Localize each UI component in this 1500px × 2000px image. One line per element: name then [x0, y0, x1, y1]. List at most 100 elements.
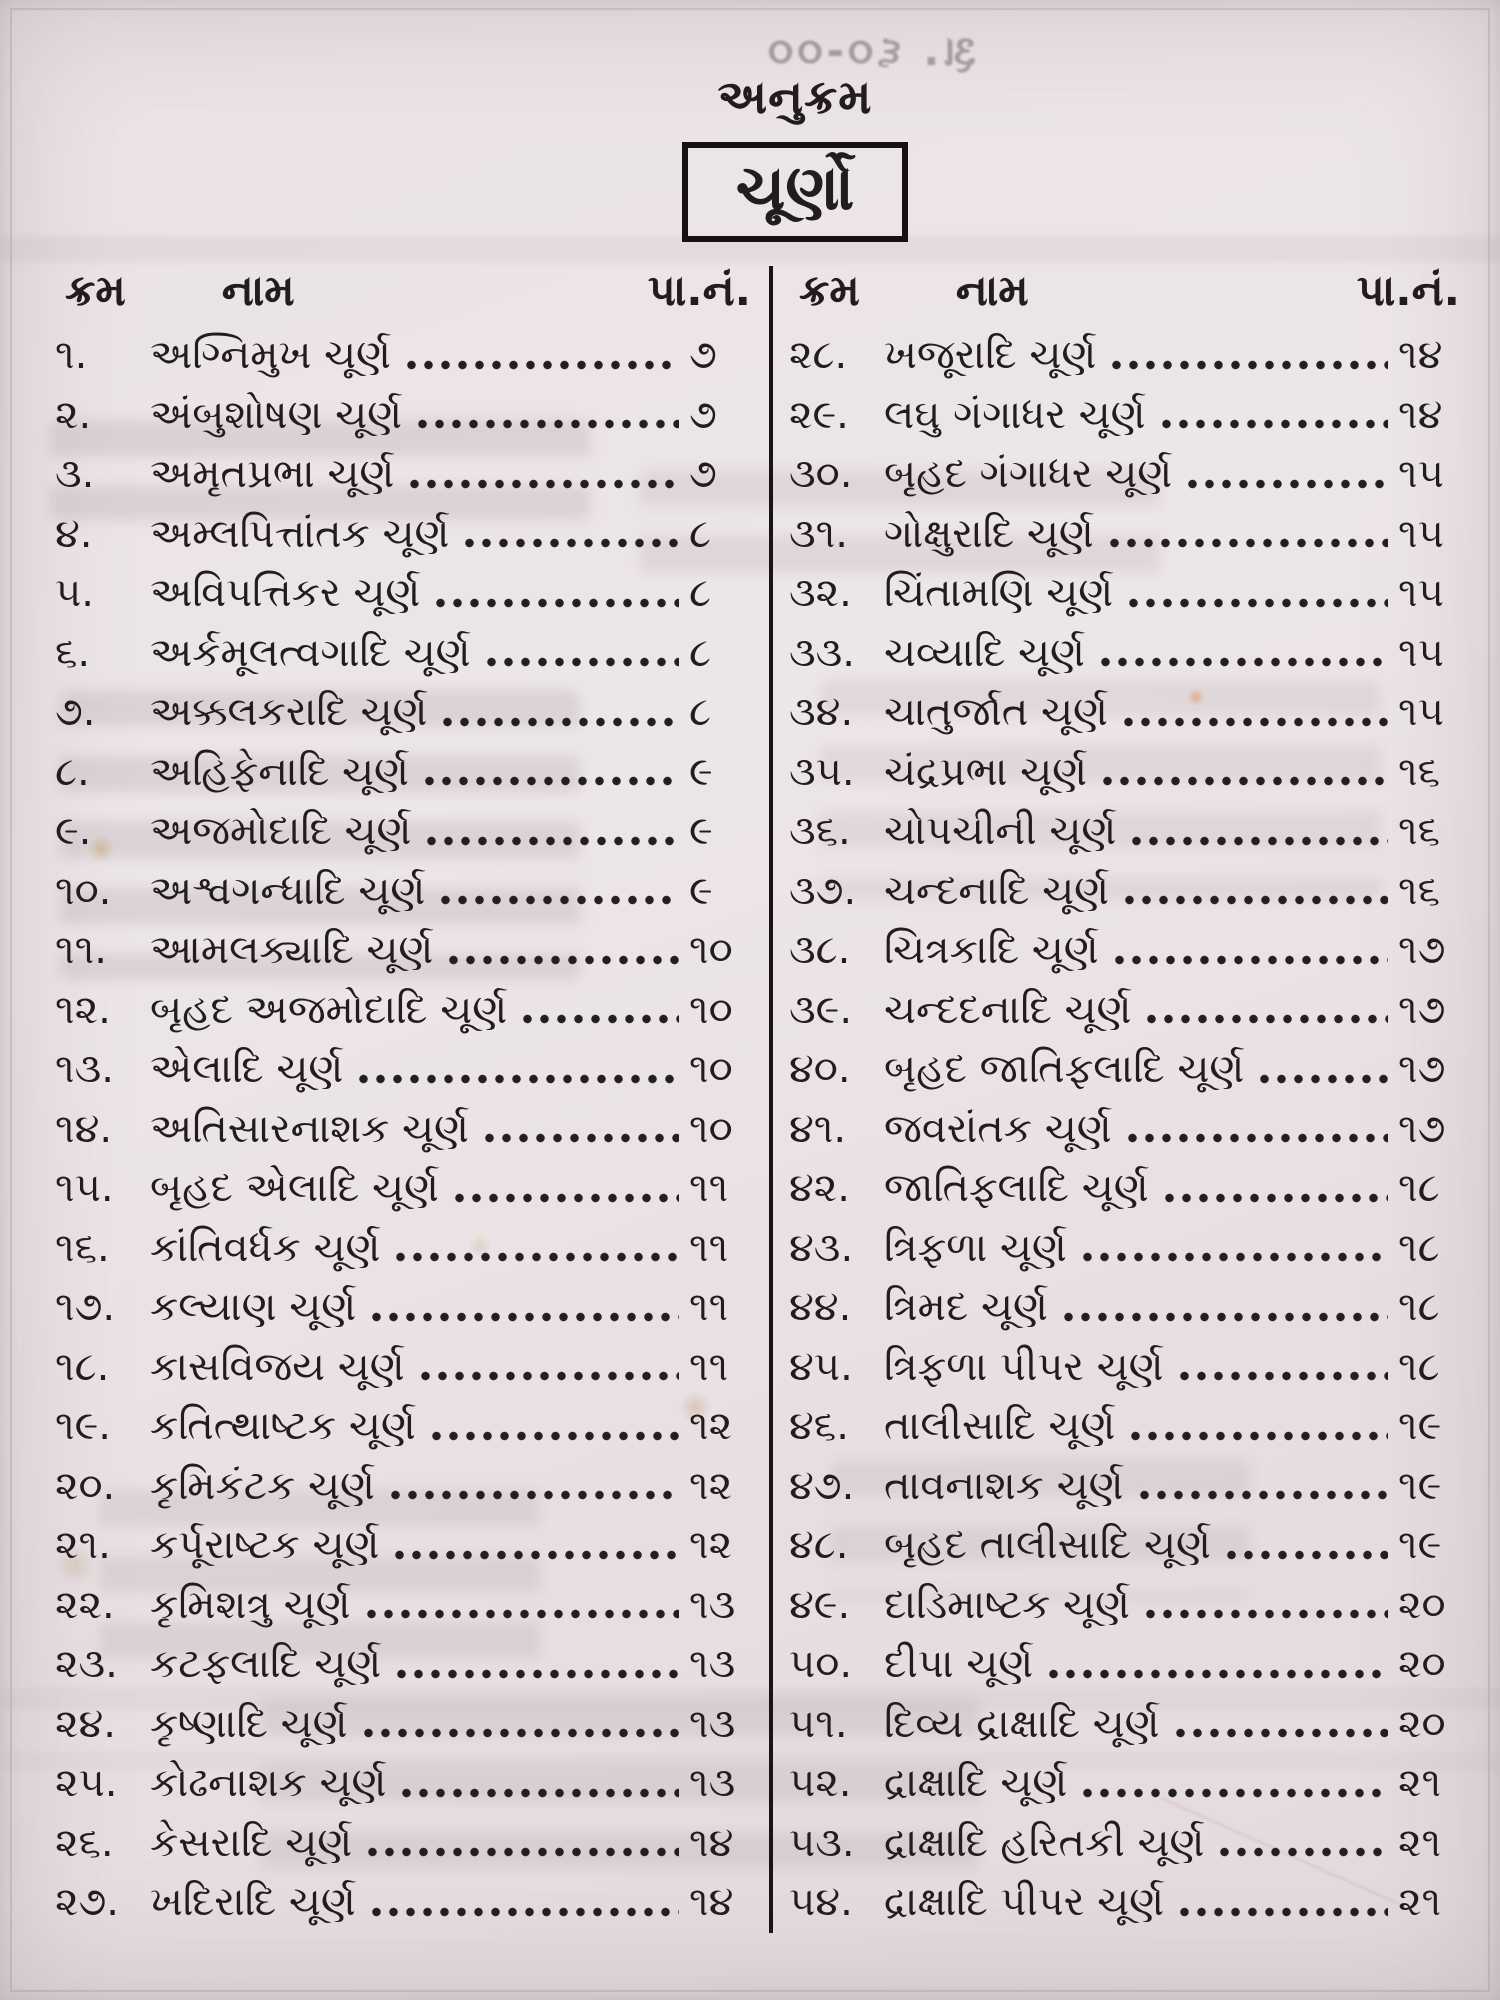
- entry-page: ૧૫: [1398, 570, 1444, 616]
- entry-name: અમૃતપ્રભા ચૂર્ણ: [150, 451, 395, 497]
- header-serial: ક્રમ: [799, 266, 860, 316]
- entry-name: બૃહદ એલાદિ ચૂર્ણ: [150, 1165, 439, 1211]
- entry-page: ૧૫: [1398, 689, 1444, 735]
- bleedthrough-price-text: રૂા. ૬૦-૦૦: [764, 26, 977, 75]
- entry-page: ૯: [689, 808, 713, 854]
- dot-leader: [1119, 715, 1388, 728]
- toc-entry: ૧૨. બૃહદ અજમોદાદિ ચૂર્ણ ૧૦: [55, 981, 755, 1041]
- entry-page: ૧૧: [689, 1165, 729, 1211]
- entry-name: ગોક્ષુરાદિ ચૂર્ણ: [884, 510, 1094, 557]
- dot-leader: [1141, 1608, 1388, 1621]
- toc-entry: ૩. અમૃતપ્રભા ચૂર્ણ ૭: [55, 445, 755, 505]
- dot-leader: [398, 1786, 679, 1799]
- toc-entry: ૨૫. કોઢનાશક ચૂર્ણ ૧૩: [55, 1754, 755, 1814]
- dot-leader: [1123, 1132, 1388, 1145]
- dot-leader: [367, 1905, 679, 1918]
- toc-entry: ૨૧. કર્પૂરાષ્ટક ચૂર્ણ ૧૨: [55, 1516, 755, 1576]
- entry-page: ૧૭: [1398, 1046, 1446, 1092]
- toc-entry: ૬. અર્કમૂલત્વગાદિ ચૂર્ણ ૮: [55, 624, 755, 684]
- dot-leader: [427, 1429, 679, 1442]
- entry-page: ૧૧: [689, 1343, 729, 1390]
- entry-number: ૨૦.: [55, 1462, 116, 1509]
- entry-number: ૩૩.: [789, 629, 855, 676]
- toc-entry: ૧૪. અતિસારનાશક ચૂર્ણ ૧૦: [55, 1100, 755, 1160]
- entry-page: ૧૧: [689, 1284, 729, 1330]
- entry-name: તાવનાશક ચૂર્ણ: [884, 1462, 1124, 1509]
- toc-entry: ૨૩. કટફલાદિ ચૂર્ણ ૧૩: [55, 1635, 755, 1695]
- dot-leader: [1160, 1191, 1388, 1204]
- entry-page: ૧૨: [689, 1522, 733, 1568]
- entry-number: ૧૮.: [55, 1343, 110, 1390]
- entry-name: અક્કલકરાદિ ચૂર્ણ: [150, 689, 428, 735]
- toc-entry: ૪૮. બૃહદ તાલીસાદિ ચૂર્ણ ૧૯: [789, 1516, 1464, 1576]
- dot-leader: [461, 537, 679, 550]
- header-page-no: પા.નં.: [1356, 266, 1460, 316]
- scan-band: [0, 1752, 1500, 1770]
- toc-entry: ૧૮. કાસવિજય ચૂર્ણ ૧૧: [55, 1338, 755, 1398]
- toc-entry: ૧૩. એલાદિ ચૂર્ણ ૧૦: [55, 1040, 755, 1100]
- dot-leader: [1157, 418, 1388, 431]
- toc-entry: ૫૧. દિવ્ય દ્રાક્ષાદિ ચૂર્ણ ૨૦: [789, 1695, 1464, 1755]
- dot-leader: [1096, 656, 1388, 669]
- entry-page: ૧૫: [1398, 629, 1444, 676]
- entry-number: ૩૮.: [789, 927, 851, 973]
- entry-page: ૧૮: [1398, 1165, 1440, 1211]
- toc-entry: ૪૫. ત્રિફળા પીપર ચૂર્ણ ૧૮: [789, 1338, 1464, 1398]
- entry-number: ૪૫.: [789, 1343, 853, 1390]
- entry-page: ૨૧: [1398, 1760, 1442, 1806]
- entry-name: કટફલાદિ ચૂર્ણ: [150, 1641, 382, 1687]
- header-name: નામ: [221, 266, 295, 316]
- toc-rows-right: ૨૮. ખજૂરાદિ ચૂર્ણ ૧૪ ૨૯. લઘુ ગંગાધર ચૂર્…: [789, 326, 1464, 1933]
- column-header: ક્રમ નામ પા.નં.: [789, 262, 1464, 326]
- entry-number: ૩૭.: [789, 867, 857, 914]
- header-page-no: પા.નં.: [647, 266, 751, 316]
- entry-name: દ્રાક્ષાદિ હરિતકી ચૂર્ણ: [884, 1819, 1205, 1866]
- entry-name: દીપા ચૂર્ણ: [884, 1641, 1034, 1687]
- entry-number: ૩૯.: [789, 986, 853, 1033]
- entry-page: ૧૯: [1398, 1462, 1442, 1509]
- entry-number: ૨૮.: [789, 332, 848, 378]
- toc-entry: ૩૨. ચિંતામણિ ચૂર્ણ ૧૫: [789, 564, 1464, 624]
- entry-number: ૩૦.: [789, 451, 853, 497]
- toc-entry: ૨૯. લઘુ ગંગાધર ચૂર્ણ ૧૪: [789, 386, 1464, 446]
- entry-page: ૮: [689, 629, 711, 676]
- dot-leader: [1125, 596, 1388, 609]
- toc-table: ક્રમ નામ પા.નં. ૧. અગ્નિમુખ ચૂર્ણ ૭ ૨. અ…: [55, 262, 1464, 1933]
- toc-entry: ૮. અહિફેનાદિ ચૂર્ણ ૯: [55, 743, 755, 803]
- entry-page: ૨૦: [1398, 1581, 1446, 1628]
- toc-entry: ૨૬. કેસરાદિ ચૂર્ણ ૧૪: [55, 1814, 755, 1874]
- dot-leader: [392, 1251, 679, 1264]
- entry-number: ૨૨.: [55, 1581, 115, 1628]
- entry-number: ૫૪.: [789, 1879, 853, 1925]
- dot-leader: [1121, 894, 1388, 907]
- dot-leader: [1176, 1905, 1388, 1918]
- entry-page: ૧૩: [689, 1700, 736, 1747]
- toc-entry: ૩૬. ચોપચીની ચૂર્ણ ૧૬: [789, 802, 1464, 862]
- entry-name: લઘુ ગંગાધર ચૂર્ણ: [884, 391, 1146, 438]
- entry-number: ૩૧.: [789, 510, 848, 557]
- entry-number: ૨૬.: [55, 1819, 114, 1866]
- column-header: ક્રમ નામ પા.નં.: [55, 262, 755, 326]
- entry-name: ત્રિફળા પીપર ચૂર્ણ: [884, 1343, 1164, 1390]
- entry-name: ચન્દદનાદિ ચૂર્ણ: [884, 986, 1132, 1033]
- entry-name: આમલક્યાદિ ચૂર્ણ: [150, 927, 434, 973]
- scan-band: [0, 1688, 1500, 1710]
- entry-page: ૮: [689, 510, 711, 557]
- toc-entry: ૪૩. ત્રિફળા ચૂર્ણ ૧૮: [789, 1219, 1464, 1279]
- entry-name: દિવ્ય દ્રાક્ષાદિ ચૂર્ણ: [884, 1700, 1160, 1747]
- entry-name: તાલીસાદિ ચૂર્ણ: [884, 1403, 1116, 1449]
- entry-name: કૃષ્ણાદિ ચૂર્ણ: [150, 1700, 348, 1747]
- entry-page: ૧૨: [689, 1403, 733, 1449]
- dot-leader: [1171, 1727, 1388, 1740]
- toc-entry: ૧૬. કાંતિવર્ધક ચૂર્ણ ૧૧: [55, 1219, 755, 1279]
- dot-leader: [519, 1013, 679, 1026]
- entry-name: અજમોદાદિ ચૂર્ણ: [150, 808, 412, 854]
- entry-page: ૭: [689, 451, 717, 497]
- entry-name: અંબુશોષણ ચૂર્ણ: [150, 391, 402, 438]
- entry-page: ૧૬: [1398, 808, 1440, 854]
- entry-number: ૫.: [55, 570, 94, 616]
- toc-entry: ૪૯. દાડિમાષ્ટક ચૂર્ણ ૨૦: [789, 1576, 1464, 1636]
- entry-page: ૧૦: [689, 1105, 733, 1152]
- dot-leader: [1143, 1013, 1388, 1026]
- entry-number: ૨૯.: [789, 391, 849, 438]
